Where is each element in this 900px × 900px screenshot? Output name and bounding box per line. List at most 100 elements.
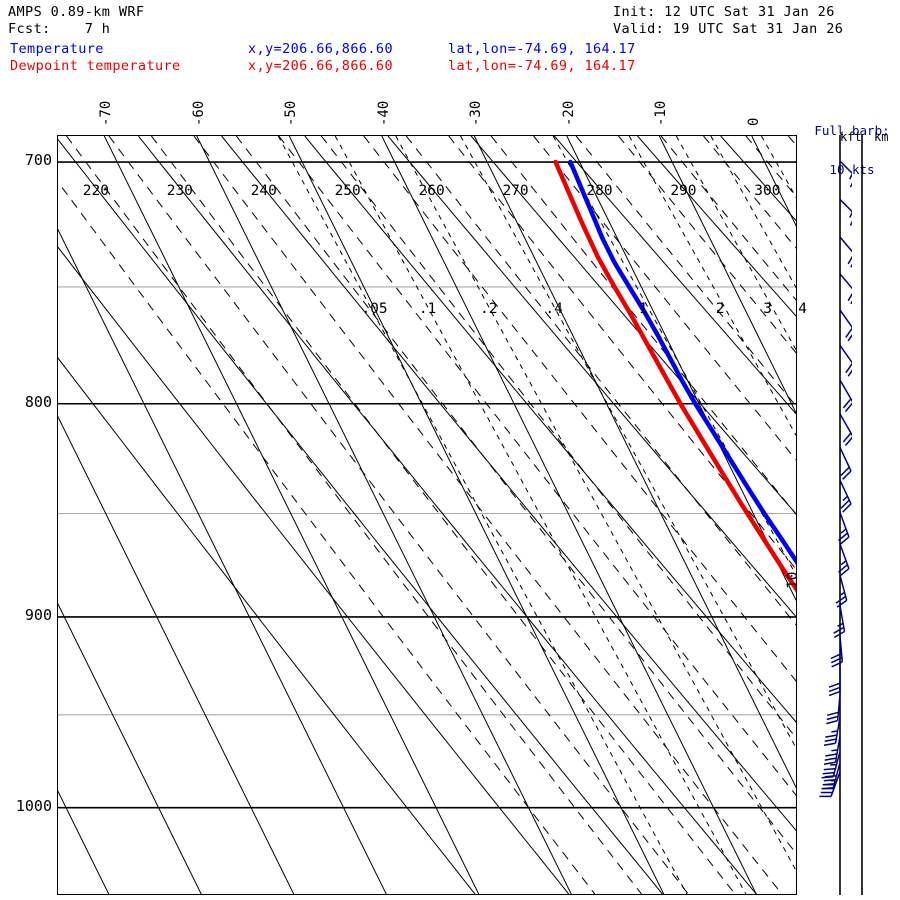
- isotherm-line: [473, 136, 796, 789]
- wind-barb: [839, 413, 852, 446]
- dry-adiabat-line: [58, 138, 664, 894]
- temperature-xy-readout: x,y=206.66,866.60: [248, 41, 393, 57]
- wind-barb-panel[interactable]: [806, 135, 852, 895]
- isotherm-tick-label: 0: [745, 117, 762, 126]
- isotherm-tick-label: -10: [653, 100, 670, 126]
- isotherm-line: [58, 228, 387, 894]
- init-time: Init: 12 UTC Sat 31 Jan 26: [613, 4, 835, 20]
- theta-tick-label: 260: [418, 182, 445, 199]
- mixing-ratio-line: [395, 136, 796, 872]
- isotherm-line: [58, 603, 202, 894]
- mixing-ratio-line: [552, 136, 796, 576]
- kft-scale-header: kft: [840, 130, 862, 144]
- mixing-ratio-tick-label: .2: [480, 300, 498, 317]
- isotherm-line: [58, 415, 295, 894]
- isotherm-line: [658, 136, 796, 414]
- wind-barb: [839, 198, 852, 226]
- mixing-ratio-line: [334, 136, 747, 894]
- skewt-plot[interactable]: [57, 135, 797, 895]
- mixing-ratio-tick-label: .05: [361, 300, 388, 317]
- isotherm-line: [566, 136, 796, 602]
- isotherm-tick-label: -60: [190, 100, 207, 126]
- isotherm-tick-label: -50: [283, 100, 300, 126]
- wind-barb: [838, 543, 850, 577]
- pressure-tick-label: 900: [24, 605, 52, 624]
- moist-adiabat-line: [660, 136, 796, 301]
- wind-barb: [839, 273, 852, 305]
- moist-adiabat-line: [193, 136, 783, 894]
- model-title: AMPS 0.89-km WRF: [8, 4, 145, 20]
- mixing-ratio-tick-label: 3: [763, 300, 772, 317]
- mixing-ratio-line: [710, 136, 796, 289]
- dry-adiabat-line: [387, 136, 796, 618]
- wind-barb: [826, 694, 841, 725]
- moist-adiabat-line: [745, 136, 796, 197]
- moist-adiabat-line: [320, 136, 796, 739]
- isotherm-line: [103, 136, 480, 894]
- moist-adiabat-line: [363, 136, 796, 682]
- moist-adiabat-line: [58, 181, 596, 894]
- theta-tick-label: 300: [754, 182, 781, 199]
- dry-adiabat-line: [304, 136, 796, 723]
- mixing-ratio-tick-label: 2: [715, 300, 725, 317]
- moist-adiabat-line: [533, 136, 796, 461]
- moist-adiabat-line: [278, 136, 796, 796]
- altitude-axis-canvas: [861, 135, 863, 895]
- pressure-tick-label: 800: [24, 392, 52, 411]
- wind-barb: [839, 344, 852, 377]
- wind-barb: [823, 717, 841, 747]
- pressure-tick-label: 1000: [15, 796, 52, 815]
- theta-tick-label: 290: [670, 182, 697, 199]
- wind-barb: [839, 236, 852, 268]
- wind-barb: [819, 771, 841, 798]
- moist-adiabat-line: [575, 136, 796, 407]
- mixing-ratio-line: [460, 136, 796, 749]
- wind-barb: [839, 309, 852, 342]
- wind-barb: [839, 160, 852, 188]
- mixing-ratio-tick-label: 1: [638, 300, 648, 317]
- moist-adiabat-line: [405, 136, 796, 626]
- theta-tick-label: 250: [334, 182, 361, 199]
- mixing-ratio-line: [628, 136, 796, 437]
- isotherm-tick-label: -30: [468, 100, 485, 126]
- dewpoint-latlon-readout: lat,lon=-74.69, 164.17: [448, 58, 636, 74]
- wind-barb: [830, 635, 844, 668]
- isotherm-tick-label: -40: [375, 100, 392, 126]
- isotherm-line: [288, 136, 665, 894]
- isotherm-tick-label: -20: [560, 100, 577, 126]
- theta-tick-label: 280: [586, 182, 613, 199]
- dry-adiabat-line: [58, 357, 476, 894]
- dry-adiabat-line: [720, 136, 796, 222]
- isotherm-line: [196, 136, 572, 894]
- isotherm-line: [381, 136, 757, 894]
- mixing-ratio-tick-label: 4: [798, 300, 807, 317]
- valid-time: Valid: 19 UTC Sat 31 Jan 26: [613, 21, 844, 37]
- moist-adiabat-line: [151, 136, 736, 894]
- mixing-ratio-tick-label: .4: [545, 300, 563, 317]
- wind-barb: [839, 479, 852, 513]
- skewt-canvas: [58, 136, 796, 894]
- legend-temperature-label: Temperature: [10, 41, 104, 57]
- wind-barb-canvas: [819, 135, 852, 895]
- moist-adiabat-line: [108, 136, 689, 894]
- dry-adiabat-line: [637, 136, 796, 317]
- dry-adiabat-line: [58, 246, 570, 894]
- moist-adiabat-line: [66, 136, 643, 894]
- wind-barb: [838, 512, 850, 546]
- pressure-tick-label: 700: [24, 151, 52, 170]
- wind-barb: [839, 447, 852, 480]
- wind-barb: [839, 379, 852, 412]
- mixing-ratio-line: [675, 136, 796, 351]
- mixing-ratio-tick-label: .1: [418, 300, 437, 317]
- wind-barb: [835, 575, 848, 608]
- dry-adiabat-line: [138, 136, 757, 894]
- wind-barb: [833, 605, 846, 638]
- moist-adiabat-line: [235, 136, 796, 854]
- altitude-scales: kft km: [838, 120, 900, 895]
- dewpoint-trace: [553, 159, 796, 593]
- theta-tick-label: 270: [502, 182, 529, 199]
- moist-adiabat-line: [618, 136, 796, 354]
- forecast-hour: Fcst: 7 h: [8, 21, 111, 37]
- isotherm-tick-label: -70: [98, 100, 115, 126]
- dewpoint-xy-readout: x,y=206.66,866.60: [248, 58, 393, 74]
